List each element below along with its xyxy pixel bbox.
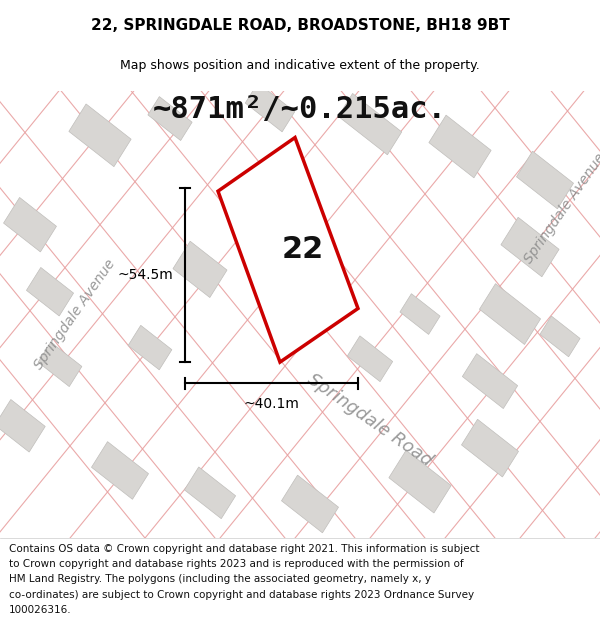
Text: Map shows position and indicative extent of the property.: Map shows position and indicative extent… <box>120 59 480 72</box>
Polygon shape <box>429 115 491 178</box>
Text: Springdale Avenue: Springdale Avenue <box>522 150 600 266</box>
Polygon shape <box>148 97 192 141</box>
Polygon shape <box>0 399 45 452</box>
Text: ~54.5m: ~54.5m <box>117 268 173 282</box>
Polygon shape <box>26 268 74 316</box>
Text: 22: 22 <box>281 236 324 264</box>
Text: co-ordinates) are subject to Crown copyright and database rights 2023 Ordnance S: co-ordinates) are subject to Crown copyr… <box>9 589 474 599</box>
Text: Springdale Road: Springdale Road <box>304 371 436 470</box>
Polygon shape <box>540 316 580 357</box>
Polygon shape <box>347 336 392 382</box>
Polygon shape <box>38 342 82 387</box>
Text: Contains OS data © Crown copyright and database right 2021. This information is : Contains OS data © Crown copyright and d… <box>9 544 479 554</box>
Polygon shape <box>338 94 402 155</box>
Polygon shape <box>91 442 149 499</box>
Polygon shape <box>400 294 440 334</box>
Polygon shape <box>281 475 338 533</box>
Polygon shape <box>463 354 518 409</box>
Polygon shape <box>245 83 295 132</box>
Text: ~40.1m: ~40.1m <box>244 397 299 411</box>
Polygon shape <box>173 241 227 298</box>
Polygon shape <box>501 217 559 277</box>
Polygon shape <box>479 284 541 344</box>
Text: 100026316.: 100026316. <box>9 605 71 615</box>
Polygon shape <box>184 467 236 519</box>
Text: HM Land Registry. The polygons (including the associated geometry, namely x, y: HM Land Registry. The polygons (includin… <box>9 574 431 584</box>
Text: ~871m²/~0.215ac.: ~871m²/~0.215ac. <box>153 95 447 124</box>
Text: 22, SPRINGDALE ROAD, BROADSTONE, BH18 9BT: 22, SPRINGDALE ROAD, BROADSTONE, BH18 9B… <box>91 18 509 33</box>
Polygon shape <box>218 138 358 362</box>
Polygon shape <box>389 450 451 513</box>
Polygon shape <box>69 104 131 167</box>
Text: to Crown copyright and database rights 2023 and is reproduced with the permissio: to Crown copyright and database rights 2… <box>9 559 464 569</box>
Polygon shape <box>128 326 172 370</box>
Polygon shape <box>4 198 56 252</box>
Polygon shape <box>461 419 518 477</box>
Text: Springdale Avenue: Springdale Avenue <box>32 256 118 372</box>
Polygon shape <box>517 151 574 209</box>
